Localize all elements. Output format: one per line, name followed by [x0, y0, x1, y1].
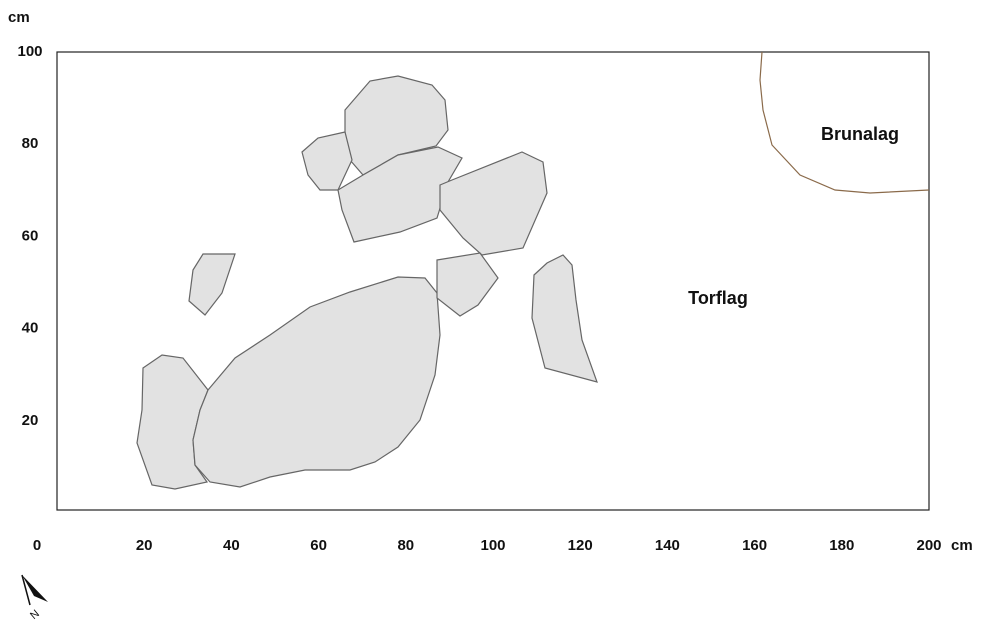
- x-tick-label: 120: [568, 537, 593, 554]
- x-tick-label: 180: [829, 537, 854, 554]
- north-arrow: N: [21, 574, 48, 622]
- frame: [56, 51, 930, 511]
- stone: [436, 252, 499, 317]
- y-tick-label: 80: [22, 135, 39, 152]
- stone: [531, 254, 598, 383]
- stone: [188, 253, 236, 316]
- x-tick-label: 80: [397, 537, 414, 554]
- y-tick-label: 100: [17, 43, 42, 60]
- y-tick-label: 40: [22, 320, 39, 337]
- stone: [301, 131, 353, 191]
- x-tick-label: 0: [33, 537, 41, 554]
- brunalag-label: Brunalag: [821, 124, 899, 144]
- x-unit: cm: [951, 537, 973, 554]
- north-label: N: [28, 608, 42, 622]
- brunalag-boundary: [759, 51, 930, 194]
- x-tick-label: 200: [916, 537, 941, 554]
- x-tick-label: 160: [742, 537, 767, 554]
- x-tick-label: 60: [310, 537, 327, 554]
- x-tick-label: 40: [223, 537, 240, 554]
- stone: [192, 276, 441, 488]
- y-tick-label: 20: [22, 412, 39, 429]
- torflag-label: Torflag: [688, 288, 748, 308]
- x-tick-label: 100: [480, 537, 505, 554]
- x-tick-label: 140: [655, 537, 680, 554]
- x-tick-label: 20: [136, 537, 153, 554]
- y-unit: cm: [8, 9, 30, 26]
- stones: [136, 75, 598, 490]
- stone: [439, 151, 548, 256]
- y-tick-label: 60: [22, 227, 39, 244]
